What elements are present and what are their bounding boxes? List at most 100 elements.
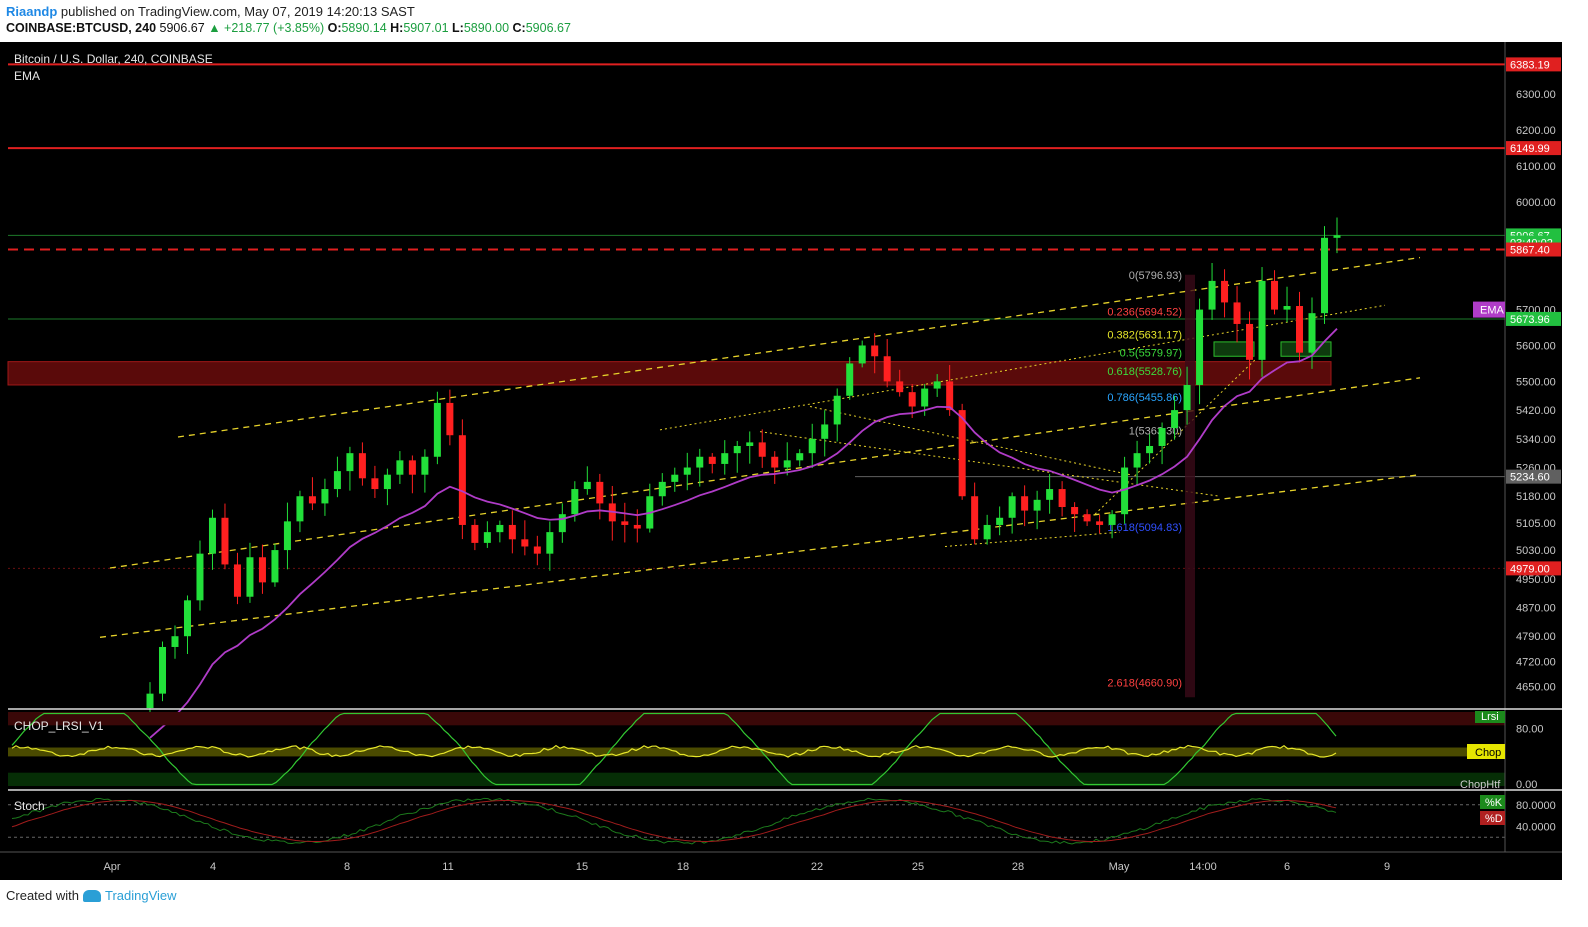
- trend-line[interactable]: [109, 377, 1421, 569]
- stoch-panel[interactable]: [8, 797, 1505, 845]
- author-name[interactable]: Riaandp: [6, 4, 58, 19]
- demand-box[interactable]: [1280, 341, 1332, 357]
- candle[interactable]: [1083, 514, 1091, 522]
- candle[interactable]: [1233, 302, 1241, 324]
- candle[interactable]: [658, 481, 666, 497]
- candle[interactable]: [1171, 410, 1179, 429]
- candle[interactable]: [296, 496, 304, 522]
- candle[interactable]: [858, 345, 866, 364]
- candle[interactable]: [783, 460, 791, 468]
- candle[interactable]: [671, 474, 679, 482]
- candle[interactable]: [1096, 521, 1104, 525]
- tradingview-logo-icon[interactable]: [82, 889, 101, 902]
- candle[interactable]: [283, 521, 291, 551]
- candle[interactable]: [1221, 280, 1229, 303]
- candle[interactable]: [808, 438, 816, 454]
- candle[interactable]: [921, 388, 929, 407]
- candle[interactable]: [408, 460, 416, 475]
- candle[interactable]: [558, 514, 566, 533]
- candle[interactable]: [358, 453, 366, 479]
- candle[interactable]: [633, 524, 641, 529]
- candle[interactable]: [183, 600, 191, 637]
- candle[interactable]: [871, 345, 879, 357]
- candle[interactable]: [983, 524, 991, 540]
- candle[interactable]: [1133, 453, 1141, 468]
- candle[interactable]: [221, 517, 229, 565]
- candle[interactable]: [346, 453, 354, 472]
- candle[interactable]: [621, 521, 629, 525]
- candle[interactable]: [896, 381, 904, 393]
- candle[interactable]: [1258, 280, 1266, 360]
- candle[interactable]: [733, 445, 741, 454]
- candle[interactable]: [1283, 306, 1291, 310]
- candle[interactable]: [246, 557, 254, 597]
- candle[interactable]: [421, 456, 429, 475]
- candle[interactable]: [321, 489, 329, 504]
- candle[interactable]: [908, 392, 916, 407]
- candle[interactable]: [471, 524, 479, 543]
- candle[interactable]: [1021, 496, 1029, 511]
- candle[interactable]: [546, 532, 554, 554]
- candle[interactable]: [521, 539, 529, 547]
- candle[interactable]: [583, 481, 591, 490]
- support-zone[interactable]: [7, 361, 1332, 386]
- fibonacci-levels[interactable]: 0(5796.93) 0.236(5694.52) 0.382(5631.17) 0.…: [1107, 270, 1195, 698]
- candle[interactable]: [1146, 445, 1154, 454]
- candle[interactable]: [383, 474, 391, 490]
- candle[interactable]: [846, 363, 854, 396]
- trend-line[interactable]: [99, 474, 1421, 638]
- candle[interactable]: [571, 489, 579, 515]
- candle[interactable]: [996, 517, 1004, 525]
- candle[interactable]: [1071, 507, 1079, 515]
- candle[interactable]: [1208, 280, 1216, 310]
- candle[interactable]: [683, 467, 691, 475]
- candle[interactable]: [746, 442, 754, 446]
- candle[interactable]: [958, 410, 966, 497]
- candle[interactable]: [1308, 313, 1316, 353]
- candle[interactable]: [333, 471, 341, 490]
- candle[interactable]: [158, 646, 166, 694]
- candle[interactable]: [446, 402, 454, 436]
- candle[interactable]: [758, 442, 766, 457]
- candle[interactable]: [1271, 280, 1279, 310]
- candle[interactable]: [721, 453, 729, 464]
- candle[interactable]: [208, 517, 216, 554]
- candle[interactable]: [821, 424, 829, 439]
- candle[interactable]: [1046, 489, 1054, 500]
- chop-lrsi-panel[interactable]: [8, 712, 1505, 786]
- candle[interactable]: [696, 456, 704, 468]
- candle[interactable]: [1196, 309, 1204, 385]
- candle[interactable]: [483, 532, 491, 543]
- candle[interactable]: [396, 460, 404, 475]
- candle[interactable]: [458, 435, 466, 525]
- candle[interactable]: [1183, 384, 1191, 411]
- candle[interactable]: [1008, 496, 1016, 518]
- trend-line[interactable]: [944, 531, 1121, 547]
- candle[interactable]: [1058, 489, 1066, 508]
- candle[interactable]: [796, 453, 804, 461]
- tradingview-brand[interactable]: TradingView: [104, 888, 177, 903]
- candle[interactable]: [171, 636, 179, 647]
- candle[interactable]: [1033, 499, 1041, 511]
- candle[interactable]: [258, 557, 266, 583]
- candle[interactable]: [1158, 428, 1166, 446]
- candle[interactable]: [1296, 306, 1304, 353]
- candle[interactable]: [1108, 514, 1116, 525]
- candle[interactable]: [933, 381, 941, 389]
- candle[interactable]: [1121, 467, 1129, 515]
- candle[interactable]: [1246, 323, 1254, 360]
- candle[interactable]: [946, 381, 954, 411]
- candle[interactable]: [371, 478, 379, 490]
- candle[interactable]: [508, 524, 516, 540]
- candle[interactable]: [533, 546, 541, 554]
- candle[interactable]: [146, 693, 154, 708]
- candle[interactable]: [233, 564, 241, 597]
- candle[interactable]: [596, 481, 604, 504]
- candle[interactable]: [196, 553, 204, 601]
- candle[interactable]: [433, 402, 441, 457]
- demand-box[interactable]: [1213, 341, 1255, 357]
- candle[interactable]: [496, 524, 504, 533]
- candle[interactable]: [883, 356, 891, 382]
- candle[interactable]: [1333, 235, 1341, 238]
- candle[interactable]: [708, 456, 716, 464]
